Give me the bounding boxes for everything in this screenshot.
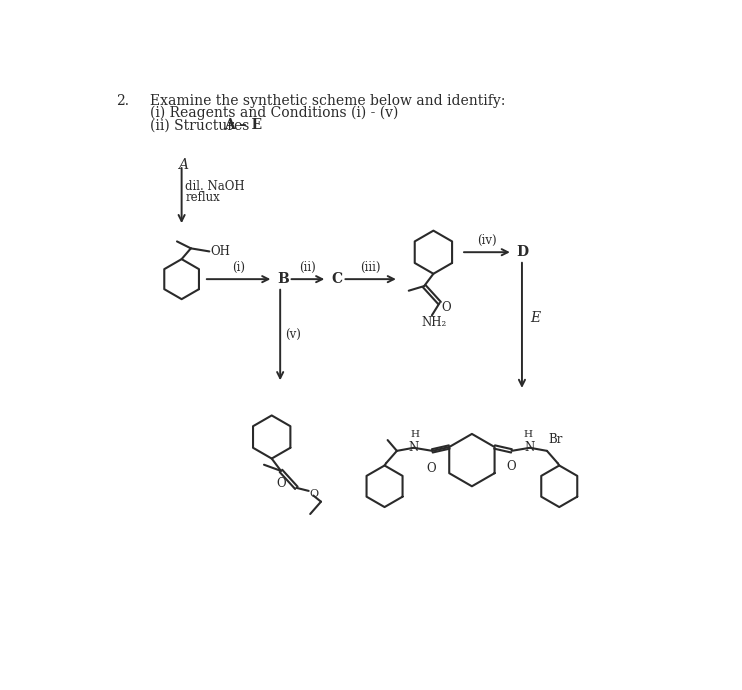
Text: reflux: reflux xyxy=(186,190,220,204)
Text: (i) Reagents and Conditions (i) - (v): (i) Reagents and Conditions (i) - (v) xyxy=(150,106,398,120)
Text: (iii): (iii) xyxy=(361,261,381,274)
Text: E: E xyxy=(531,310,541,325)
Text: 2.: 2. xyxy=(116,94,129,108)
Text: O: O xyxy=(507,460,516,473)
Text: (i): (i) xyxy=(232,261,245,274)
Text: O: O xyxy=(276,477,286,491)
Text: B: B xyxy=(277,272,289,286)
Text: A – E: A – E xyxy=(224,118,262,132)
Text: O: O xyxy=(309,489,318,500)
Text: O: O xyxy=(426,462,436,475)
Text: C: C xyxy=(331,272,342,286)
Text: D: D xyxy=(516,245,529,259)
Text: A: A xyxy=(178,158,188,172)
Text: N: N xyxy=(525,442,535,454)
Text: H: H xyxy=(411,430,420,439)
Text: NH₂: NH₂ xyxy=(421,316,447,329)
Text: (v): (v) xyxy=(286,328,301,342)
Text: H: H xyxy=(524,430,533,439)
Text: (ii) Structures: (ii) Structures xyxy=(150,118,254,132)
Text: Examine the synthetic scheme below and identify:: Examine the synthetic scheme below and i… xyxy=(150,94,505,108)
Text: OH: OH xyxy=(210,245,230,258)
Text: O: O xyxy=(441,301,450,314)
Text: (ii): (ii) xyxy=(300,261,316,274)
Text: (iv): (iv) xyxy=(477,234,496,247)
Text: N: N xyxy=(409,442,419,454)
Text: Br: Br xyxy=(548,433,563,446)
Text: dil. NaOH: dil. NaOH xyxy=(186,180,245,193)
